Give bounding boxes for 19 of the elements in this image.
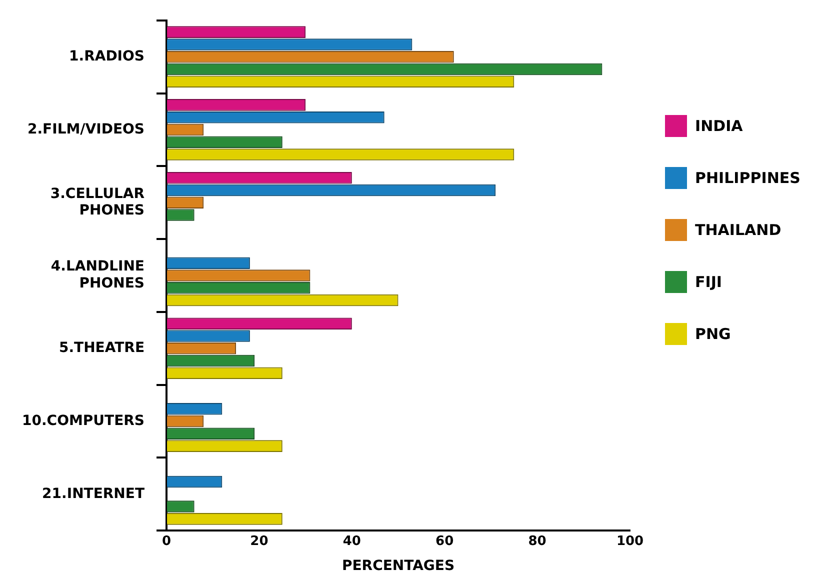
y-tick-label: 4.LANDLINE PHONES [50,258,145,292]
y-tick-label: 21.INTERNET [42,486,145,502]
legend-label: PNG [695,325,731,343]
x-tick-label: 20 [250,534,268,549]
x-tick-label: 0 [162,534,172,549]
x-tick-label: 60 [436,534,454,549]
x-tick-label: 80 [528,534,546,549]
x-tick-label: 40 [342,534,361,549]
y-tick-label: 2.FILM/VIDEOS [28,121,145,138]
legend-label: INDIA [695,117,743,135]
legend-label: PHILIPPINES [695,169,800,187]
x-axis-title: PERCENTAGES [342,558,455,574]
legend-label: FIJI [695,273,722,291]
x-tick-label: 100 [616,534,644,549]
y-tick-label: 5.THEATRE [58,340,145,356]
legend-label: THAILAND [695,221,782,239]
y-tick-label: 1.RADIOS [69,48,145,64]
y-tick-label: 3.CELLULAR PHONES [50,186,145,219]
y-tick-label: 10.COMPUTERS [22,412,145,429]
